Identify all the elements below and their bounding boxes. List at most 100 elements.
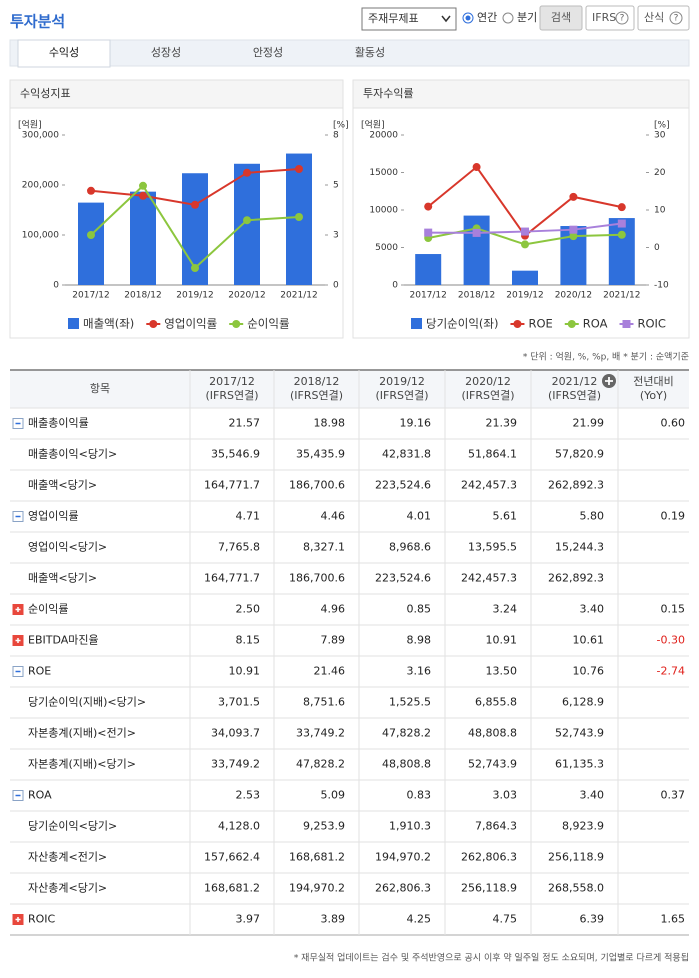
- column-header: (IFRS연결): [375, 389, 428, 402]
- cell-value: 262,892.3: [548, 479, 604, 492]
- y2-tick-label: 0: [333, 281, 339, 291]
- panel: [352, 107, 690, 339]
- y2-tick-label: 5: [333, 181, 339, 191]
- tab-label[interactable]: 안정성: [253, 46, 283, 59]
- tab-label[interactable]: 활동성: [355, 45, 385, 59]
- cell-value: 19.16: [400, 417, 432, 430]
- cell-value: 8,327.1: [303, 541, 345, 554]
- row-label: 자산총계<전기>: [28, 851, 107, 864]
- cell-value: 194,970.2: [375, 851, 431, 864]
- cell-value: 186,700.6: [289, 572, 345, 585]
- help-icon[interactable]: [669, 11, 683, 25]
- row-label: 매출액<당기>: [28, 479, 97, 492]
- cell-value: 7,765.8: [218, 541, 260, 554]
- cell-value: 8.98: [407, 634, 432, 647]
- legend-label: ROIC: [637, 317, 665, 331]
- column-header: (IFRS연결): [205, 389, 258, 402]
- column-header: 전년대비: [633, 375, 673, 388]
- cell-value: 262,806.3: [461, 851, 517, 864]
- marker: [521, 240, 529, 249]
- radio-annual-label[interactable]: 연간: [477, 11, 497, 24]
- y2-tick-label: 20: [654, 168, 666, 178]
- radio-dot: [465, 15, 471, 21]
- cell-value: 8,923.9: [562, 820, 604, 833]
- y-tick-label: 5000: [375, 243, 398, 253]
- statement-select[interactable]: [361, 7, 457, 31]
- cell-value: 3.16: [407, 665, 432, 678]
- legend-swatch: [567, 320, 576, 328]
- row-label: 자산총계<당기>: [28, 882, 107, 895]
- bar: [130, 191, 156, 285]
- cell-value: 194,970.2: [289, 882, 345, 895]
- y-tick-label: 15000: [369, 168, 398, 178]
- cell-value: 21.46: [314, 665, 346, 678]
- cell-value: 21.99: [573, 417, 605, 430]
- row-label: 영업이익률: [28, 510, 79, 523]
- tab-label[interactable]: 수익성: [49, 46, 79, 59]
- marker: [191, 264, 199, 272]
- ifrs-button-text[interactable]: IFRS: [592, 11, 616, 24]
- cell-value: 6.39: [580, 913, 605, 926]
- cell-value: 47,828.2: [382, 727, 431, 740]
- cell-value: 2.53: [236, 789, 261, 802]
- marker: [472, 228, 481, 237]
- x-tick-label: 2018/12: [124, 291, 161, 301]
- marker: [295, 213, 303, 221]
- cell-value: 51,864.1: [468, 448, 517, 461]
- marker: [617, 219, 626, 228]
- marker: [87, 231, 95, 239]
- marker: [569, 225, 578, 234]
- radio-quarter[interactable]: [502, 12, 514, 24]
- x-tick-label: 2021/12: [280, 291, 317, 301]
- cell-yoy: 0.19: [661, 510, 686, 523]
- statement-select-text[interactable]: 주재무제표: [368, 12, 419, 25]
- column-header: (YoY): [640, 389, 667, 402]
- cell-value: 35,435.9: [296, 448, 345, 461]
- cell-value: 21.57: [229, 417, 261, 430]
- column-header: 2021/12: [552, 375, 598, 388]
- y-tick-label: 0: [53, 281, 59, 291]
- legend-swatch: [513, 320, 522, 328]
- cell-value: 33,749.2: [296, 727, 345, 740]
- x-tick-label: 2019/12: [176, 291, 213, 301]
- marker: [617, 203, 626, 212]
- row-label: EBITDA마진율: [28, 634, 99, 647]
- cell-value: 47,828.2: [296, 758, 345, 771]
- help-icon-glyph: ?: [674, 14, 679, 24]
- legend-swatch: [68, 318, 79, 329]
- cell-value: 4.46: [321, 510, 346, 523]
- y2-unit: [%]: [333, 121, 349, 131]
- y2-tick-label: 30: [654, 131, 666, 141]
- help-icon[interactable]: [615, 11, 629, 25]
- cell-value: 5.61: [493, 510, 518, 523]
- formula-button-text[interactable]: 산식: [644, 11, 664, 24]
- search-button[interactable]: [539, 5, 583, 31]
- y-unit: [억원]: [361, 119, 385, 131]
- x-tick-label: 2017/12: [72, 291, 109, 301]
- cell-value: 15,244.3: [555, 541, 604, 554]
- cell-value: 34,093.7: [211, 727, 260, 740]
- cell-value: 57,820.9: [555, 448, 604, 461]
- tab-active[interactable]: [17, 39, 111, 68]
- cell-value: 10.61: [573, 634, 605, 647]
- radio-quarter-label[interactable]: 분기: [517, 11, 537, 24]
- panel-header: [9, 79, 344, 109]
- row-label: ROA: [28, 789, 52, 802]
- cell-value: 4,128.0: [218, 820, 260, 833]
- y2-tick-label: 10: [654, 206, 666, 216]
- cell-value: 4.01: [407, 510, 432, 523]
- marker: [139, 191, 147, 200]
- row-label: 매출총이익률: [28, 417, 89, 430]
- cell-value: 1,525.5: [389, 696, 431, 709]
- cell-value: 4.71: [236, 510, 261, 523]
- cell-value: 3.97: [236, 913, 261, 926]
- tab-label[interactable]: 성장성: [151, 46, 181, 59]
- search-button-text[interactable]: 검색: [551, 11, 571, 24]
- y-tick-label: 20000: [369, 131, 398, 141]
- cell-value: 18.98: [314, 417, 346, 430]
- panel-header: [352, 79, 690, 109]
- y2-tick-label: -10: [654, 281, 669, 291]
- cell-yoy: 1.65: [661, 913, 686, 926]
- cell-value: 13,595.5: [468, 541, 517, 554]
- row-label: 당기순이익<당기>: [28, 820, 117, 833]
